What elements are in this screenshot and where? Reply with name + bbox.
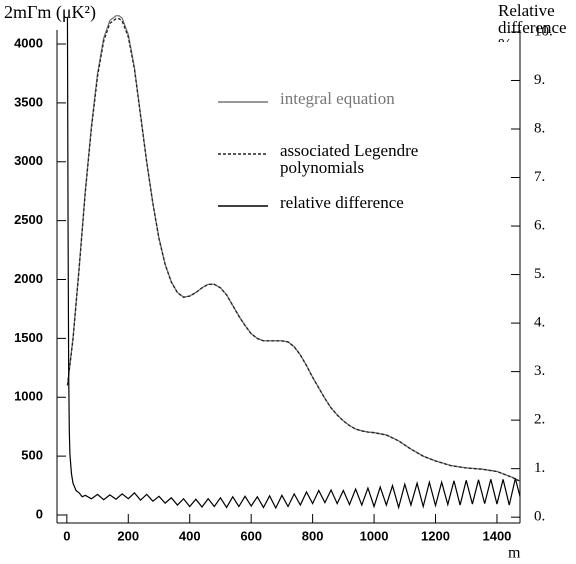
- plot-area: [66, 15, 520, 510]
- x-axis-label: m: [508, 545, 521, 562]
- y2-tick-label: 10.: [534, 23, 553, 39]
- x-tick-label: 600: [240, 528, 262, 543]
- x-tick-label: 200: [117, 528, 139, 543]
- y-tick-label: 2000: [14, 271, 43, 286]
- x-tick-label: 400: [179, 528, 201, 543]
- x-tick-label: 800: [302, 528, 324, 543]
- y2-tick-label: 5.: [534, 266, 545, 282]
- y-tick-label: 3500: [14, 94, 43, 109]
- legend-label: relative difference: [280, 194, 404, 212]
- series-line: [66, 18, 520, 482]
- y2-tick-label: 7.: [534, 169, 545, 185]
- y-tick-label: 4000: [14, 35, 43, 50]
- y-tick-label: 3000: [14, 153, 43, 168]
- x-tick-label: 0: [63, 528, 70, 543]
- x-tick-label: 1000: [360, 528, 389, 543]
- legend-entry-box: associated Legendre polynomials: [280, 142, 419, 177]
- x-tick-label: 1400: [482, 528, 511, 543]
- x-tick-label: 1200: [421, 528, 450, 543]
- legend-entry-box: relative difference: [280, 194, 404, 212]
- y-tick-label: 1000: [14, 389, 43, 404]
- y2-axis-label: Relative difference %: [498, 2, 567, 42]
- y2-tick-label: 9.: [534, 72, 545, 88]
- y2-tick-label: 3.: [534, 363, 545, 379]
- y2-tick-label: 8.: [534, 120, 545, 136]
- y2-tick-label: 1.: [534, 460, 545, 476]
- y-tick-label: 1500: [14, 330, 43, 345]
- y-tick-label: 2500: [14, 212, 43, 227]
- legend-label: integral equation: [280, 90, 395, 108]
- series-line: [66, 17, 520, 510]
- legend-entry-box: integral equation: [280, 90, 395, 108]
- y-tick-label: 500: [21, 448, 43, 463]
- y-axis-label: 2mΓm (μK²): [4, 2, 96, 23]
- y2-tick-label: 2.: [534, 412, 545, 428]
- y2-tick-label: 4.: [534, 315, 545, 331]
- y2-tick-label: 6.: [534, 217, 545, 233]
- y2-tick-label: 0.: [534, 509, 545, 525]
- legend-label: associated Legendre polynomials: [280, 142, 419, 177]
- y2-axis-label-box: Relative difference %: [498, 2, 567, 42]
- y-tick-label: 0: [36, 506, 43, 521]
